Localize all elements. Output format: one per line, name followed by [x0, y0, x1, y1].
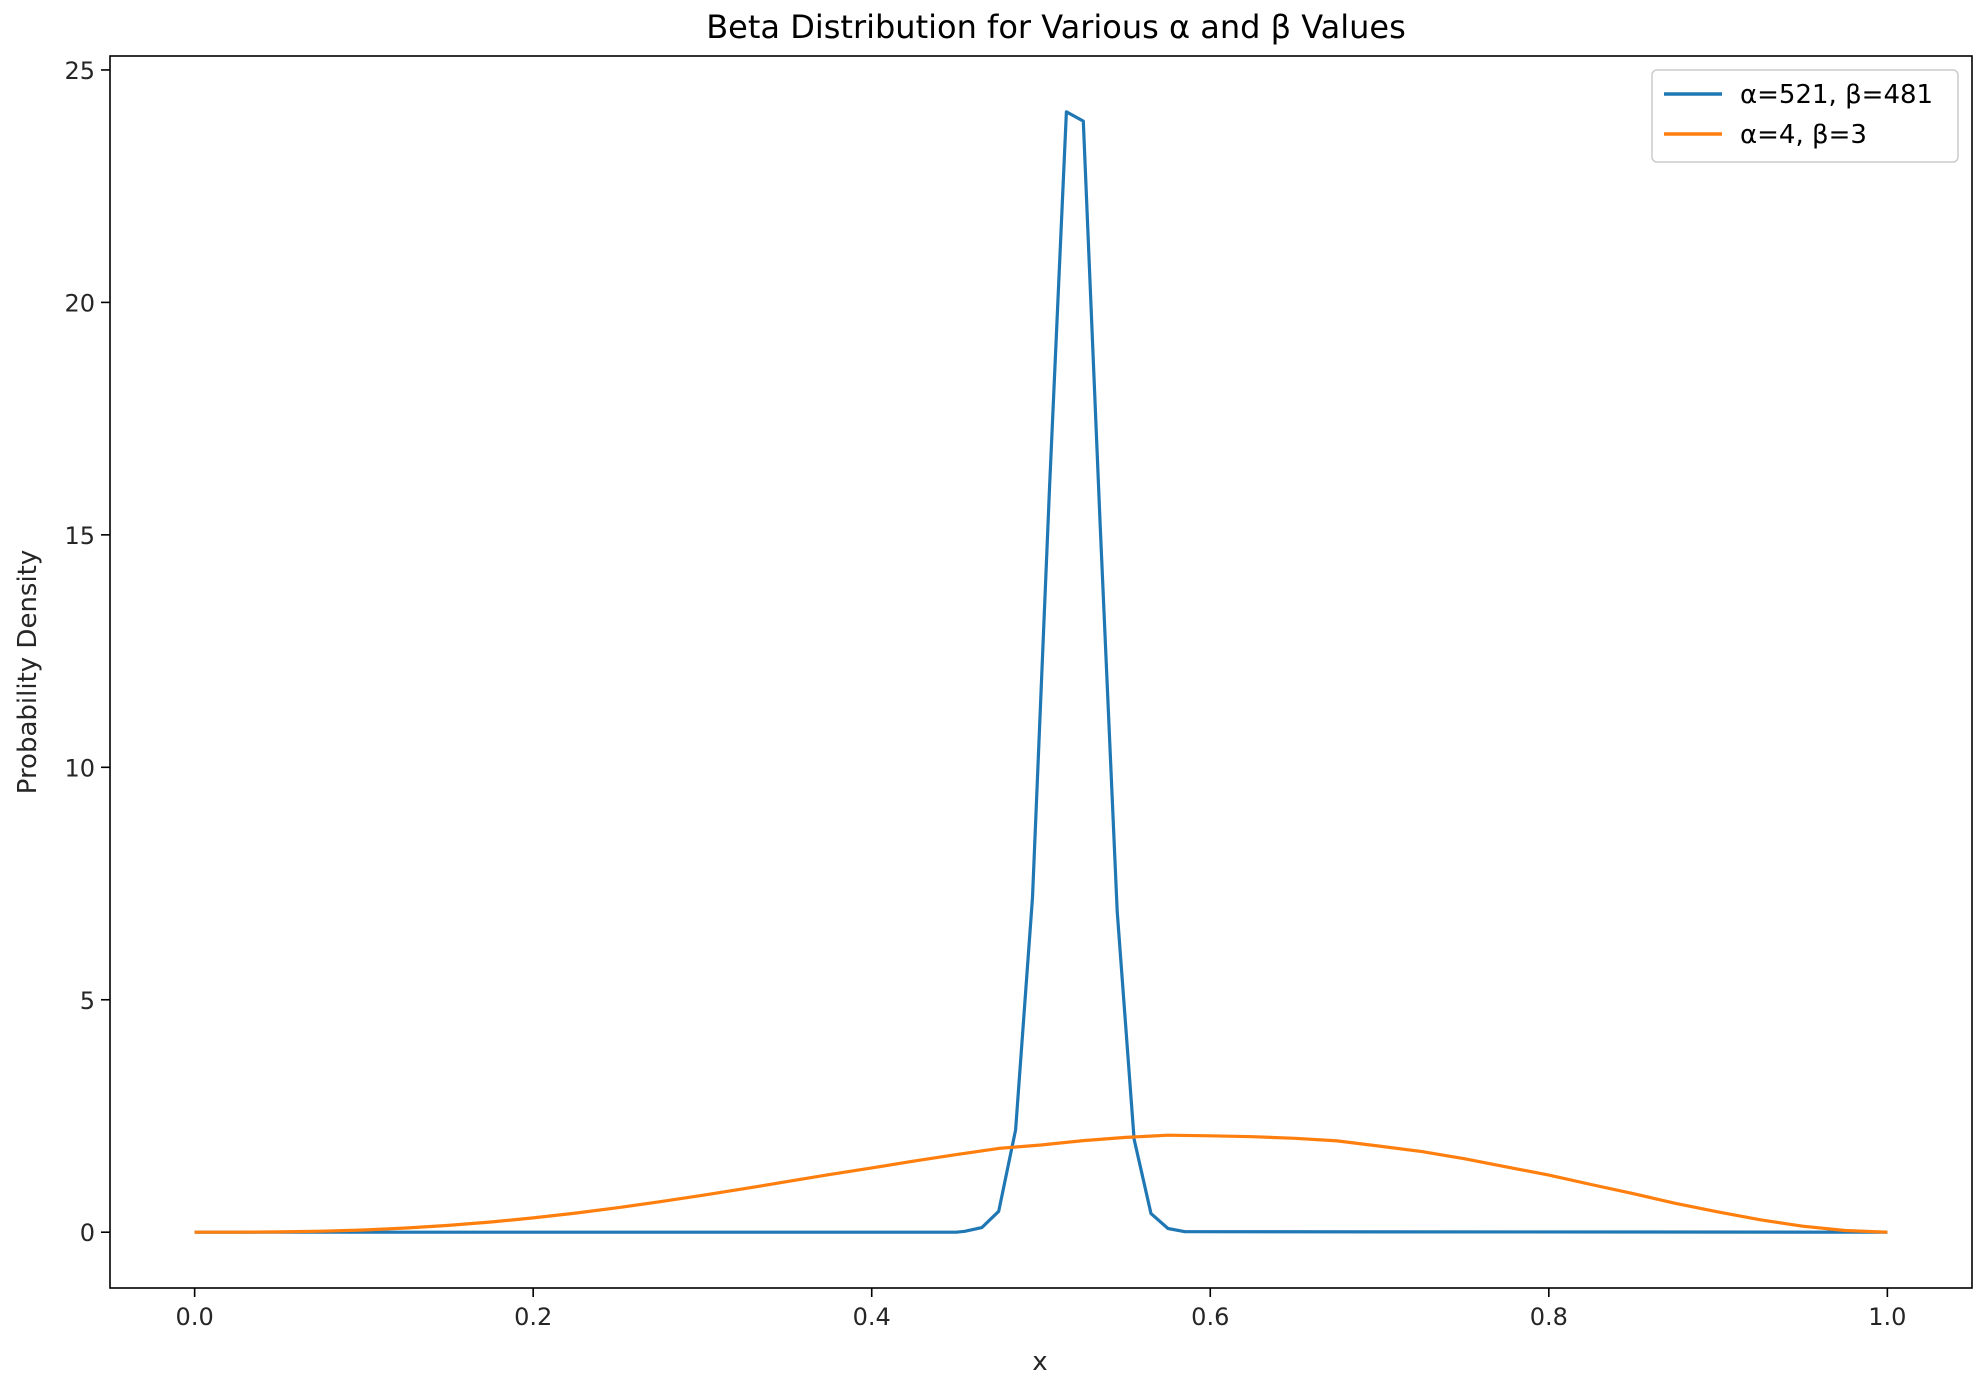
y-tick-label: 10	[64, 754, 95, 782]
y-tick-label: 25	[64, 57, 95, 85]
plot-frame	[109, 55, 1973, 1289]
legend: α=521, β=481 α=4, β=3	[1651, 69, 1959, 163]
x-axis-label: x	[1032, 1347, 1047, 1377]
legend-label-series-2: α=4, β=3	[1740, 120, 1867, 150]
x-tick-label: 0.0	[176, 1303, 214, 1331]
x-tick-label: 0.2	[514, 1303, 552, 1331]
legend-label-series-1: α=521, β=481	[1740, 80, 1933, 110]
y-tick-label: 0	[80, 1219, 95, 1247]
y-axis-label: Probability Density	[13, 550, 43, 795]
x-tick-label: 0.8	[1530, 1303, 1568, 1331]
legend-box	[1651, 69, 1959, 163]
x-tick-label: 1.0	[1868, 1303, 1906, 1331]
series-line-2	[194, 1133, 1888, 1234]
series-line-1	[194, 110, 1888, 1234]
y-tick-label: 15	[64, 522, 95, 550]
x-axis-ticks: 0.0 0.2 0.4 0.6 0.8 1.0	[176, 1288, 1906, 1331]
x-tick-label: 0.4	[853, 1303, 891, 1331]
y-axis-ticks: 0 5 10 15 20 25	[64, 57, 110, 1247]
y-tick-label: 5	[80, 987, 95, 1015]
chart-title: Beta Distribution for Various α and β Va…	[706, 8, 1406, 46]
series-lines	[194, 110, 1888, 1234]
x-tick-label: 0.6	[1191, 1303, 1229, 1331]
y-tick-label: 20	[64, 289, 95, 317]
